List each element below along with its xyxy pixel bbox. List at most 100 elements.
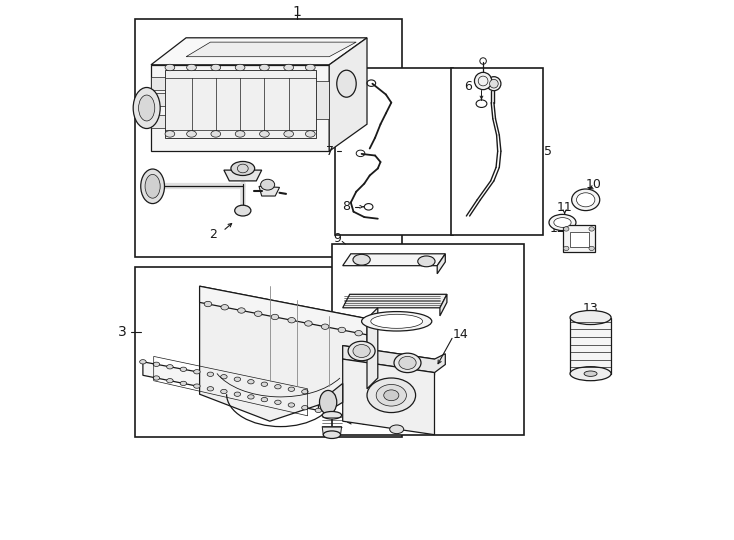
Bar bbox=[570, 318, 611, 374]
Text: 2: 2 bbox=[209, 228, 217, 241]
Ellipse shape bbox=[288, 403, 294, 407]
Ellipse shape bbox=[399, 356, 416, 369]
Ellipse shape bbox=[377, 384, 407, 406]
Polygon shape bbox=[343, 346, 435, 375]
Ellipse shape bbox=[305, 321, 312, 326]
Ellipse shape bbox=[275, 384, 281, 389]
Ellipse shape bbox=[384, 390, 399, 401]
Ellipse shape bbox=[221, 305, 228, 310]
Ellipse shape bbox=[302, 406, 308, 410]
Polygon shape bbox=[440, 294, 447, 316]
Ellipse shape bbox=[235, 205, 251, 216]
Ellipse shape bbox=[319, 390, 337, 414]
Ellipse shape bbox=[288, 387, 294, 392]
Ellipse shape bbox=[584, 371, 597, 376]
Ellipse shape bbox=[238, 308, 245, 313]
Ellipse shape bbox=[570, 310, 611, 325]
Polygon shape bbox=[437, 254, 446, 274]
Polygon shape bbox=[224, 170, 262, 181]
Ellipse shape bbox=[321, 324, 329, 329]
Ellipse shape bbox=[284, 131, 294, 137]
Ellipse shape bbox=[261, 397, 268, 402]
Polygon shape bbox=[151, 77, 164, 90]
Ellipse shape bbox=[487, 77, 501, 91]
Ellipse shape bbox=[362, 312, 432, 331]
Ellipse shape bbox=[231, 161, 255, 176]
Ellipse shape bbox=[275, 400, 281, 404]
Polygon shape bbox=[200, 286, 367, 421]
Text: 9: 9 bbox=[333, 232, 341, 245]
Polygon shape bbox=[330, 38, 367, 151]
Ellipse shape bbox=[302, 389, 308, 394]
Ellipse shape bbox=[490, 79, 498, 88]
Polygon shape bbox=[186, 42, 356, 57]
Polygon shape bbox=[151, 65, 330, 151]
Ellipse shape bbox=[180, 381, 186, 386]
Ellipse shape bbox=[315, 408, 321, 413]
Ellipse shape bbox=[549, 214, 576, 231]
Ellipse shape bbox=[589, 246, 595, 251]
Text: 1: 1 bbox=[292, 5, 301, 19]
Ellipse shape bbox=[221, 375, 227, 379]
Text: 11: 11 bbox=[557, 201, 573, 214]
Ellipse shape bbox=[186, 131, 197, 137]
Polygon shape bbox=[200, 286, 367, 335]
Ellipse shape bbox=[261, 179, 275, 190]
Ellipse shape bbox=[371, 314, 423, 328]
Ellipse shape bbox=[194, 384, 200, 388]
Ellipse shape bbox=[141, 169, 164, 204]
Ellipse shape bbox=[474, 72, 492, 90]
Ellipse shape bbox=[576, 193, 595, 207]
Ellipse shape bbox=[167, 364, 173, 369]
Ellipse shape bbox=[260, 64, 269, 71]
Ellipse shape bbox=[133, 87, 160, 129]
Ellipse shape bbox=[284, 64, 294, 71]
Polygon shape bbox=[259, 186, 280, 196]
Ellipse shape bbox=[572, 189, 600, 211]
Ellipse shape bbox=[234, 392, 241, 396]
Bar bbox=[335, 68, 454, 235]
Polygon shape bbox=[330, 383, 343, 410]
Polygon shape bbox=[151, 115, 164, 128]
Ellipse shape bbox=[234, 377, 241, 381]
Ellipse shape bbox=[139, 95, 155, 121]
Ellipse shape bbox=[271, 314, 279, 320]
Polygon shape bbox=[343, 359, 435, 435]
Ellipse shape bbox=[322, 411, 341, 419]
Ellipse shape bbox=[247, 380, 254, 384]
Ellipse shape bbox=[153, 376, 159, 380]
Ellipse shape bbox=[194, 369, 200, 374]
Ellipse shape bbox=[235, 64, 245, 71]
Text: 3: 3 bbox=[118, 325, 127, 339]
Ellipse shape bbox=[186, 64, 197, 71]
Polygon shape bbox=[316, 81, 330, 119]
Polygon shape bbox=[164, 70, 316, 138]
Ellipse shape bbox=[165, 64, 175, 71]
Bar bbox=[451, 68, 542, 235]
Polygon shape bbox=[151, 38, 367, 65]
Ellipse shape bbox=[348, 341, 375, 361]
Ellipse shape bbox=[235, 131, 245, 137]
Bar bbox=[332, 244, 523, 435]
Ellipse shape bbox=[394, 353, 421, 373]
Text: 13: 13 bbox=[583, 302, 598, 315]
Polygon shape bbox=[322, 427, 341, 435]
Ellipse shape bbox=[589, 227, 595, 231]
Polygon shape bbox=[563, 225, 595, 252]
Ellipse shape bbox=[564, 246, 569, 251]
Ellipse shape bbox=[180, 367, 186, 372]
Text: 12: 12 bbox=[550, 222, 565, 235]
Polygon shape bbox=[143, 362, 319, 410]
Ellipse shape bbox=[338, 327, 346, 333]
Text: 8: 8 bbox=[343, 200, 350, 213]
Text: 7: 7 bbox=[327, 145, 334, 158]
Ellipse shape bbox=[288, 318, 296, 323]
Polygon shape bbox=[343, 294, 447, 308]
Text: 14: 14 bbox=[453, 328, 468, 341]
Text: 6: 6 bbox=[465, 80, 473, 93]
Ellipse shape bbox=[247, 395, 254, 399]
Text: 10: 10 bbox=[586, 178, 602, 191]
Ellipse shape bbox=[305, 64, 315, 71]
Text: 5: 5 bbox=[544, 145, 552, 158]
Ellipse shape bbox=[153, 362, 159, 367]
